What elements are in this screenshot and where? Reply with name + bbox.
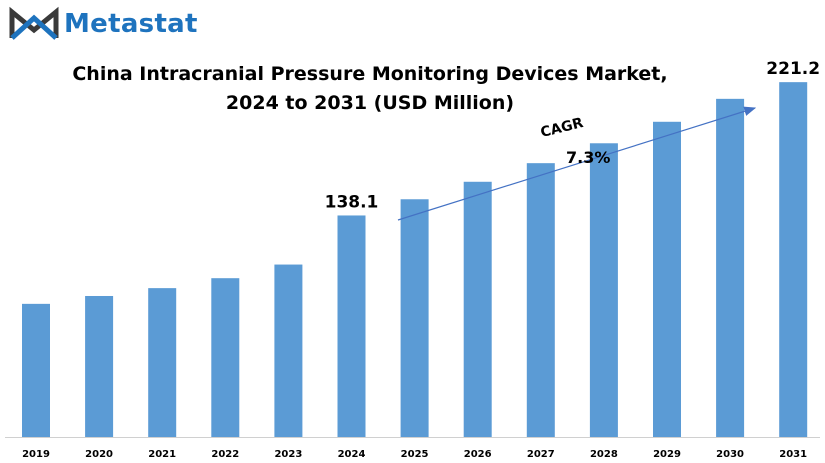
bar-2029 <box>653 121 681 437</box>
x-tick-2031: 2031 <box>779 449 807 460</box>
chart-title-line-2: 2024 to 2031 (USD Million) <box>225 92 515 114</box>
data-labels: 138.1 221.2 <box>325 59 820 212</box>
brand-name: Metastat <box>64 9 198 39</box>
bar-2020 <box>85 295 114 437</box>
cagr-value: 7.3% <box>566 148 610 167</box>
x-tick-2019: 2019 <box>22 449 50 460</box>
x-tick-2022: 2022 <box>211 449 239 460</box>
bar-2021 <box>148 288 177 437</box>
bar-2028 <box>589 143 618 437</box>
x-tick-2023: 2023 <box>274 449 302 460</box>
x-tick-2024: 2024 <box>338 449 366 460</box>
chart-title: China Intracranial Pressure Monitoring D… <box>0 60 740 118</box>
x-tick-2027: 2027 <box>527 449 555 460</box>
cagr-label: CAGR <box>539 115 585 141</box>
brand-logo: Metastat <box>8 4 198 44</box>
bar-2023 <box>274 264 303 437</box>
bar-2025 <box>400 199 429 437</box>
cagr-arrow <box>397 106 757 221</box>
bar-2031 <box>779 82 808 438</box>
x-tick-2021: 2021 <box>148 449 176 460</box>
x-tick-2029: 2029 <box>653 449 681 460</box>
metastat-logo-icon <box>9 6 59 40</box>
x-tick-2026: 2026 <box>464 449 492 460</box>
bar-2027 <box>526 163 555 437</box>
data-label-2024: 138.1 <box>325 192 379 212</box>
bar-2022 <box>211 278 240 437</box>
bars-group <box>22 82 808 438</box>
data-label-2031: 221.2 <box>766 59 820 79</box>
x-tick-2025: 2025 <box>401 449 429 460</box>
x-axis-ticks: 2019 2020 2021 2022 2023 2024 2025 2026 2027 2028… <box>22 449 807 460</box>
bar-2026 <box>463 181 492 437</box>
chart-title-line-1: China Intracranial Pressure Monitoring D… <box>72 63 668 85</box>
bar-2019 <box>22 303 50 437</box>
x-tick-2030: 2030 <box>716 449 744 460</box>
x-tick-2028: 2028 <box>590 449 618 460</box>
bar-2024 <box>337 215 366 437</box>
bar-2030 <box>716 98 745 437</box>
x-tick-2020: 2020 <box>85 449 113 460</box>
cagr-annotation: CAGR 7.3% <box>397 106 757 221</box>
